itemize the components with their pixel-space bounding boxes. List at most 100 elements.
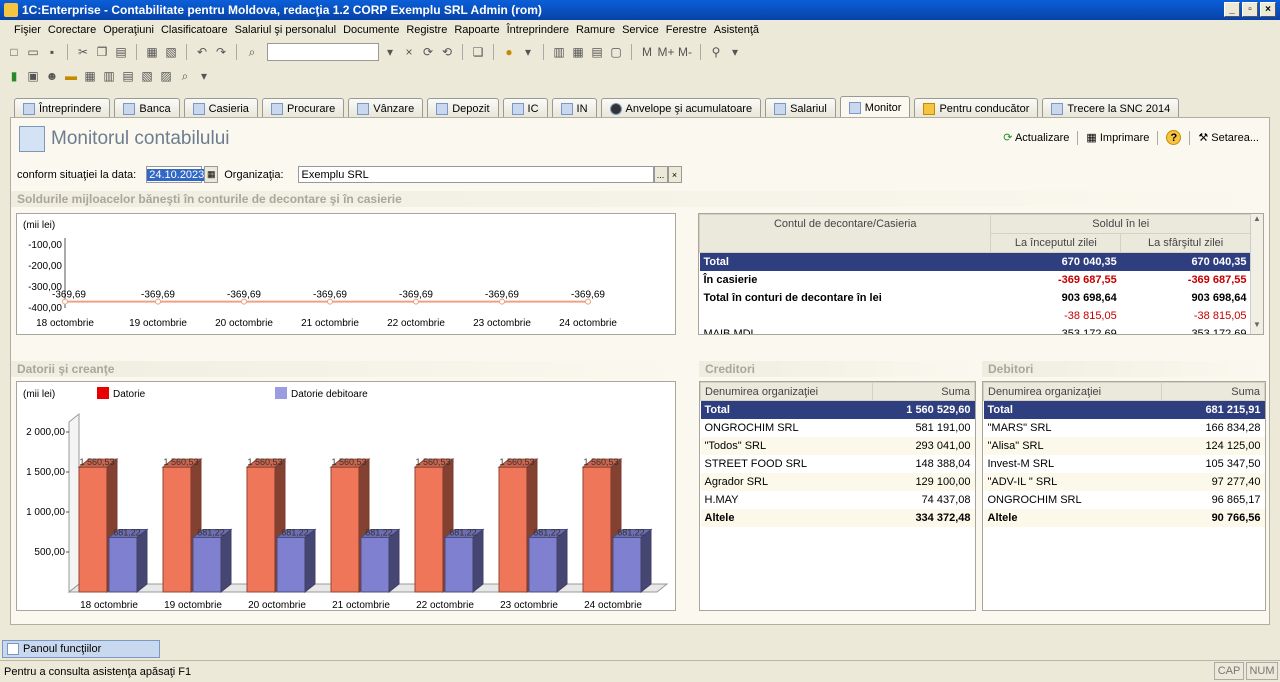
org-input[interactable]: Exemplu SRL (297, 166, 654, 183)
help-icon[interactable]: ● (505, 45, 513, 59)
table-row[interactable]: Altele 334 372,48 (700, 508, 975, 527)
close-button[interactable]: × (1260, 2, 1276, 17)
menu-ferestre[interactable]: Ferestre (665, 24, 707, 36)
clipboard-icon[interactable]: ▢ (610, 45, 622, 59)
help-dropdown-icon[interactable]: ▾ (524, 45, 532, 59)
table-row[interactable]: Total în conturi de decontare în lei 903… (703, 291, 1247, 304)
table-row[interactable]: "MARS" SRL 166 834,28 (987, 421, 1261, 434)
more-dropdown-icon[interactable]: ▾ (200, 69, 208, 83)
menu-corectare[interactable]: Corectare (47, 24, 97, 36)
search-icon[interactable]: ⌕ (248, 44, 256, 59)
cash-table-scrollbar[interactable]: ▲ ▼ (1250, 214, 1263, 334)
maximize-button[interactable]: ▫ (1242, 2, 1258, 17)
windows-icon[interactable]: ❏ (472, 45, 484, 59)
menu-service[interactable]: Service (622, 24, 659, 36)
table-row[interactable]: ONGROCHIM SRL 96 865,17 (987, 493, 1261, 506)
menu-salariul[interactable]: Salariul şi personalul (234, 24, 337, 36)
table-row[interactable]: ONGROCHIM SRL 581 191,00 (704, 421, 971, 434)
menu-registre[interactable]: Registre (406, 24, 448, 36)
menu-rapoarte[interactable]: Rapoarte (454, 24, 500, 36)
new-document-icon[interactable]: □ (10, 45, 18, 59)
tab-pentru-conducator[interactable]: Pentru conducător (914, 98, 1039, 118)
menu-intreprindere[interactable]: Întreprindere (506, 24, 569, 36)
paste-icon[interactable]: ▤ (115, 45, 127, 59)
menu-clasificatoare[interactable]: Clasificatoare (160, 24, 228, 36)
table-row[interactable]: Total 670 040,35 670 040,35 (699, 252, 1251, 271)
calendar-button[interactable]: ▦ (204, 166, 219, 183)
tab-casieria[interactable]: Casieria (183, 98, 258, 118)
table-row[interactable]: "Alisa" SRL 124 125,00 (983, 436, 1265, 455)
copy-icon[interactable]: ❐ (96, 45, 108, 59)
calculator-icon[interactable]: ▥ (553, 45, 565, 59)
print-icon[interactable]: ▦ (146, 45, 158, 59)
wizard-icon[interactable]: ⚲ (711, 45, 721, 59)
register-icon[interactable]: ▦ (84, 69, 96, 83)
tab-banca[interactable]: Banca (114, 98, 180, 118)
table-row[interactable]: H.MAY 74 437,08 (704, 493, 971, 506)
table-row[interactable]: Invest-M SRL 105 347,50 (987, 457, 1261, 470)
journal-icon[interactable]: ▣ (27, 69, 39, 83)
tab-in[interactable]: IN (551, 98, 597, 118)
table-row[interactable]: Total 681 215,91 (983, 400, 1265, 419)
search-input[interactable] (267, 43, 379, 61)
tab-procurare[interactable]: Procurare (261, 98, 345, 118)
menu-operatiuni[interactable]: Operaţiuni (103, 24, 154, 36)
table-row[interactable]: -38 815,05 -38 815,05 (1064, 309, 1247, 322)
table-row[interactable]: În casierie -369 687,55 -369 687,55 (703, 273, 1247, 286)
building-icon[interactable]: ▥ (103, 69, 115, 83)
table-row[interactable]: STREET FOOD SRL 148 388,04 (704, 457, 971, 470)
preview-icon[interactable]: ▧ (165, 45, 177, 59)
report-search-icon[interactable]: ⌕ (181, 68, 189, 83)
help-button[interactable]: ? (1166, 130, 1182, 145)
tab-ic[interactable]: IC (502, 98, 548, 118)
menu-asistenta[interactable]: Asistenţă (713, 24, 759, 36)
calendar-icon[interactable]: ▦ (572, 45, 584, 59)
tab-salariul[interactable]: Salariul (765, 98, 836, 118)
scroll-down-arrow-icon[interactable]: ▼ (1253, 320, 1261, 329)
green-book-icon[interactable]: ▮ (10, 69, 18, 83)
print-button[interactable]: ▦ Imprimare (1086, 132, 1150, 144)
menu-ramure[interactable]: Ramure (575, 24, 616, 36)
users-icon[interactable]: ☻ (45, 69, 59, 83)
table-row[interactable]: Total 1 560 529,60 (700, 400, 975, 419)
tab-anvelope[interactable]: Anvelope şi acumulatoare (600, 98, 762, 118)
tab-vanzare[interactable]: Vânzare (348, 98, 424, 118)
tab-monitor[interactable]: Monitor (839, 96, 911, 118)
org-select-button[interactable]: ... (653, 166, 668, 183)
table-row[interactable]: "ADV-IL " SRL 97 277,40 (983, 472, 1265, 491)
table-row[interactable]: MAIB MDL 353 172,69 353 172,69 (703, 327, 1247, 335)
refresh-button[interactable]: ⟳ Actualizare (1003, 132, 1070, 144)
org-clear-button[interactable]: × (667, 166, 682, 183)
dropdown-icon[interactable]: ▾ (386, 45, 394, 59)
redo-icon[interactable]: ↷ (215, 45, 227, 59)
clear-search-icon[interactable]: × (405, 45, 413, 59)
report-icon[interactable]: ▨ (160, 69, 172, 83)
documents-icon[interactable]: ▤ (122, 69, 134, 83)
scroll-up-arrow-icon[interactable]: ▲ (1253, 214, 1261, 223)
folder-icon[interactable]: ▬ (65, 69, 77, 83)
export-icon[interactable]: ▧ (141, 69, 153, 83)
find-next-icon[interactable]: ⟳ (422, 45, 434, 59)
notes-icon[interactable]: ▤ (591, 45, 603, 59)
open-folder-icon[interactable]: ▭ (27, 45, 39, 59)
cut-icon[interactable]: ✂ (77, 45, 89, 59)
find-prev-icon[interactable]: ⟲ (441, 45, 453, 59)
minimize-button[interactable]: _ (1224, 2, 1240, 17)
tab-trecere-snc[interactable]: Trecere la SNC 2014 (1042, 98, 1180, 118)
wizard-dropdown-icon[interactable]: ▾ (731, 45, 739, 59)
menu-fisier[interactable]: Fişier (14, 24, 41, 36)
save-icon[interactable]: ▪ (49, 45, 55, 59)
settings-button[interactable]: ⚒ Setarea... (1198, 132, 1259, 144)
date-input[interactable]: 24.10.2023 (146, 166, 207, 183)
table-row[interactable]: Altele 90 766,56 (983, 508, 1265, 527)
table-row[interactable]: "Todos" SRL 293 041,00 (700, 436, 975, 455)
undo-icon[interactable]: ↶ (196, 45, 208, 59)
tab-intreprindere[interactable]: Întreprindere (14, 98, 111, 118)
tab-depozit[interactable]: Depozit (427, 98, 499, 118)
memory-minus-button[interactable]: M- (678, 45, 692, 59)
memory-plus-button[interactable]: M+ (657, 45, 675, 59)
menu-documente[interactable]: Documente (343, 24, 400, 36)
functions-panel-button[interactable]: Panoul funcţiilor (2, 640, 160, 658)
table-row[interactable]: Agrador SRL 129 100,00 (700, 472, 975, 491)
memory-button[interactable]: M (642, 45, 652, 59)
